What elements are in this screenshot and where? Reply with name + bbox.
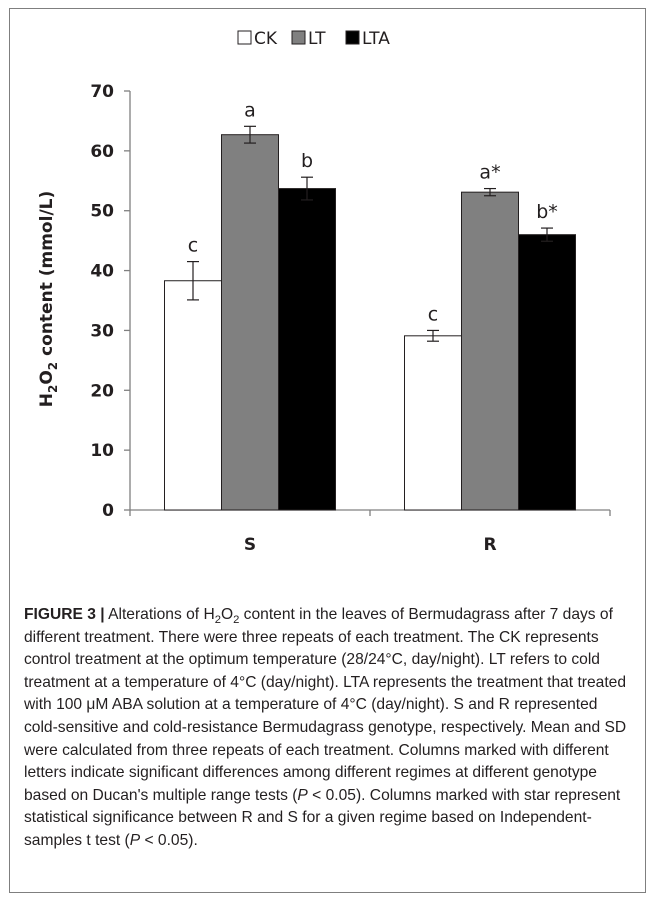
significance-label: b bbox=[301, 150, 313, 172]
figure-caption: FIGURE 3 | Alterations of H2O2 content i… bbox=[24, 606, 627, 849]
significance-label: c bbox=[188, 235, 198, 257]
significance-label: a* bbox=[479, 162, 500, 184]
y-axis: 0 10 20 30 40 50 60 70 bbox=[90, 82, 131, 521]
bar bbox=[518, 234, 576, 511]
y-tick-label: 0 bbox=[102, 501, 114, 521]
y-tick-label: 20 bbox=[90, 381, 114, 401]
legend-label: CK bbox=[254, 29, 278, 49]
legend-swatch bbox=[291, 30, 306, 45]
legend-label: LT bbox=[308, 29, 326, 49]
x-tick-label: S bbox=[244, 535, 256, 555]
y-tick-label: 60 bbox=[90, 142, 114, 162]
figure-frame bbox=[9, 8, 646, 893]
significance-label: b* bbox=[536, 201, 558, 223]
bar bbox=[278, 188, 336, 511]
x-tick-label: R bbox=[483, 535, 496, 555]
legend: CK LT LTA bbox=[237, 29, 390, 49]
caption-label: FIGURE 3 | bbox=[24, 606, 105, 623]
y-tick-label: 40 bbox=[90, 262, 114, 282]
y-tick-label: 30 bbox=[90, 321, 114, 341]
significance-label: c bbox=[428, 303, 438, 325]
y-tick-label: 70 bbox=[90, 82, 114, 102]
bars: c a b c a* b* bbox=[164, 99, 576, 511]
bar bbox=[404, 335, 462, 511]
bar bbox=[164, 280, 222, 511]
y-tick-label: 50 bbox=[90, 202, 114, 222]
legend-swatch bbox=[345, 30, 360, 45]
bar bbox=[221, 134, 279, 511]
legend-label: LTA bbox=[362, 29, 390, 49]
y-tick-label: 10 bbox=[90, 441, 114, 461]
y-axis-label: H2O2 content (mmol/L) bbox=[37, 191, 60, 408]
significance-label: a bbox=[244, 99, 256, 121]
bar bbox=[461, 191, 519, 511]
legend-swatch bbox=[237, 30, 252, 45]
